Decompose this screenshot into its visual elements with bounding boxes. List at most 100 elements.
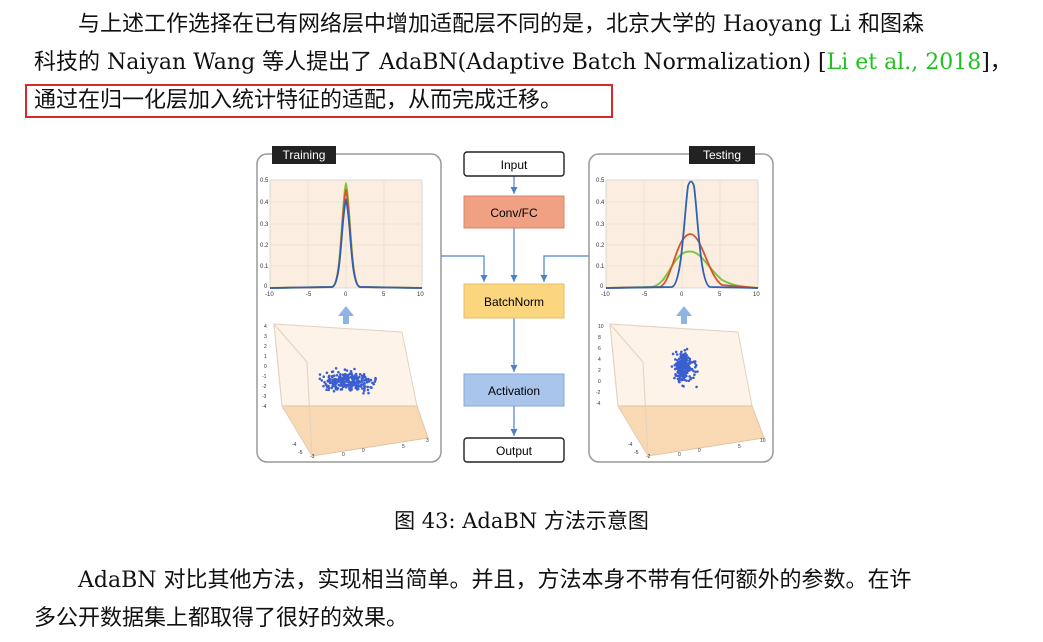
scatter-point: [670, 365, 674, 368]
scatter-point: [345, 369, 349, 372]
intro-line-1: 与上述工作选择在已有网络层中增加适配层不同的是，北京大学的 Haoyang Li…: [78, 12, 924, 37]
scatter-point: [677, 361, 680, 365]
scatter-point: [366, 385, 370, 389]
scatter-point: [681, 384, 684, 388]
highlighted-sentence: 通过在归一化层加入统计特征的适配，从而完成迁移。: [34, 88, 563, 113]
right-ztick: 4: [598, 357, 601, 363]
scatter-point: [673, 363, 677, 367]
conclusion-paragraph: AdaBN 对比其他方法，实现相当简单。并且，方法本身不带有任何额外的参数。在许…: [34, 562, 1014, 638]
scatter-point: [681, 369, 685, 373]
scatter-point: [334, 385, 338, 389]
scatter-point: [356, 386, 360, 389]
scatter-point: [684, 372, 687, 376]
scatter-point: [358, 380, 362, 383]
left-ztick: 2: [264, 344, 267, 350]
scatter-point: [677, 368, 680, 372]
right-base-tick: -5: [634, 450, 639, 456]
left-base-tick: 3: [426, 438, 429, 444]
scatter-point: [334, 387, 338, 391]
scatter-point: [363, 375, 367, 379]
left-xtick: -5: [306, 292, 312, 298]
scatter-point: [687, 379, 691, 383]
scatter-point: [692, 369, 695, 373]
scatter-point: [355, 379, 359, 382]
citation-link[interactable]: Li et al., 2018: [826, 50, 982, 75]
scatter-point: [366, 388, 370, 392]
scatter-point: [318, 373, 322, 376]
scatter-point: [360, 380, 364, 383]
scatter-point: [351, 384, 355, 387]
scatter-point: [327, 375, 331, 379]
scatter-point: [343, 368, 347, 371]
scatter-point: [674, 374, 678, 377]
scatter-point: [673, 376, 676, 380]
right-xtick: -10: [601, 292, 610, 298]
scatter-point: [353, 376, 357, 380]
left-ytick: 0.2: [260, 243, 269, 249]
left-ztick: 4: [264, 324, 267, 330]
left-ytick: 0.5: [260, 178, 269, 184]
left-ztick: 0: [264, 364, 267, 370]
scatter-point: [358, 373, 362, 376]
training-panel: Training 0.5 0.4 0.3 0.2 0.1 0 -10 -5 0 …: [256, 146, 442, 463]
scatter-point: [350, 371, 353, 375]
cite-close: ]，: [981, 50, 1012, 75]
scatter-point: [331, 380, 334, 383]
testing-scatter: [670, 347, 699, 389]
scatter-point: [327, 386, 331, 389]
scatter-point: [337, 383, 341, 387]
input-node: Input: [501, 158, 528, 172]
scatter-point: [694, 370, 697, 374]
scatter-point: [693, 373, 696, 376]
scatter-point: [323, 380, 326, 384]
right-base-tick: -2: [646, 454, 651, 460]
scatter-point: [370, 386, 373, 389]
scatter-point: [679, 364, 682, 368]
left-xtick: 5: [382, 292, 386, 298]
scatter-point: [692, 376, 695, 380]
scatter-point: [686, 356, 690, 359]
scatter-point: [369, 378, 373, 382]
scatter-point: [329, 378, 332, 381]
right-base-tick: -4: [628, 442, 633, 448]
scatter-point: [684, 353, 687, 357]
adabn-figure: Training 0.5 0.4 0.3 0.2 0.1 0 -10 -5 0 …: [252, 146, 778, 468]
scatter-point: [681, 356, 684, 360]
scatter-point: [673, 367, 677, 371]
right-ytick: 0.2: [596, 243, 605, 249]
scatter-point: [695, 385, 698, 389]
left-xtick: 10: [417, 292, 424, 298]
scatter-point: [674, 350, 678, 354]
scatter-point: [674, 358, 677, 361]
cite-open: [: [817, 50, 827, 75]
right-ztick: 8: [598, 335, 601, 341]
left-base-tick: -5: [298, 450, 303, 456]
scatter-point: [373, 380, 377, 383]
scatter-point: [675, 365, 679, 368]
scatter-point: [325, 371, 329, 375]
scatter-point: [341, 376, 345, 379]
left-ztick: -3: [262, 394, 267, 400]
training-scatter: [318, 367, 377, 395]
left-ytick: 0: [264, 284, 268, 290]
scatter-point: [318, 377, 322, 381]
left-ztick: -4: [262, 404, 267, 410]
right-ytick: 0: [600, 284, 604, 290]
testing-panel: Testing 0.5 0.4 0.3 0.2 0.1 0 -10 -5 0 5…: [588, 146, 774, 463]
right-xtick: -5: [642, 292, 648, 298]
scatter-point: [685, 379, 688, 382]
scatter-point: [671, 352, 675, 356]
batchnorm-node: BatchNorm: [484, 295, 544, 309]
scatter-point: [322, 375, 325, 378]
scatter-point: [682, 378, 685, 381]
right-xtick: 10: [753, 292, 760, 298]
scatter-point: [337, 370, 340, 374]
scatter-point: [339, 373, 342, 376]
right-ytick: 0.3: [596, 222, 605, 228]
scatter-point: [679, 378, 683, 381]
scatter-point: [327, 388, 330, 392]
scatter-point: [685, 366, 688, 370]
scatter-point: [357, 381, 360, 385]
conv-fc-node: Conv/FC: [490, 206, 538, 220]
scatter-point: [688, 368, 692, 372]
